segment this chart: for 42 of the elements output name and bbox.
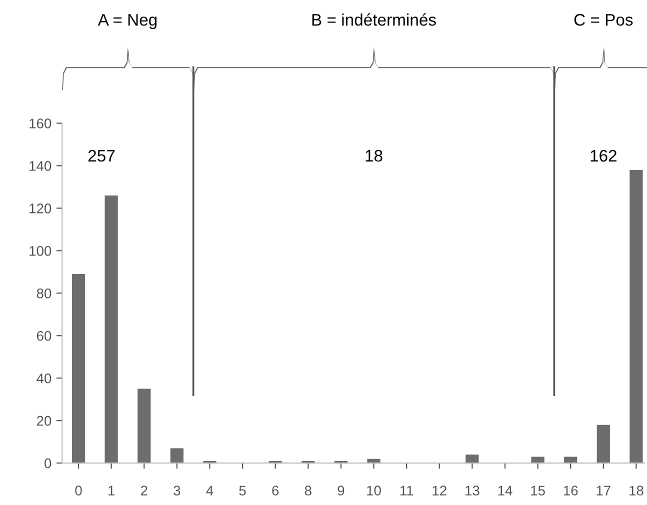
y-tick-label: 120	[30, 204, 52, 214]
x-tick-label: 16	[564, 486, 578, 496]
bar	[72, 274, 86, 464]
x-tick-label: 6	[272, 486, 279, 496]
bar	[104, 195, 118, 464]
x-tick-label: 8	[304, 486, 312, 496]
text: A = Neg	[98, 14, 157, 30]
y-tick-label: 60	[36, 330, 52, 341]
annotation: 257	[88, 150, 115, 162]
x-tick-label: 18	[630, 486, 644, 496]
x-tick-label: 4	[206, 486, 214, 496]
y-tick-label: 160	[30, 118, 52, 128]
annotation: 162	[590, 150, 616, 162]
y-tick-label: 80	[36, 288, 52, 298]
x-tick-label: 15	[531, 486, 545, 496]
x-tick-label: 5	[239, 486, 246, 496]
x-tick-label: 10	[367, 486, 381, 496]
bar	[138, 388, 151, 464]
x-tick-label: 1	[108, 486, 115, 496]
bar	[596, 424, 610, 464]
x-tick-label: 2	[140, 486, 148, 496]
x-tick-label: 9	[338, 486, 344, 496]
text: B = indéterminés	[312, 13, 436, 26]
bar	[531, 456, 544, 464]
x-tick-label: 14	[498, 486, 512, 496]
x-tick-label: 12	[432, 486, 446, 496]
x-tick-label: 3	[174, 486, 180, 496]
x-tick-label: 17	[596, 486, 610, 496]
x-tick-label: 0	[75, 486, 82, 496]
annotation: 18	[366, 150, 382, 162]
y-tick-label: 20	[36, 416, 52, 426]
bar	[170, 448, 184, 464]
bar	[630, 170, 643, 464]
text: C = Pos	[574, 14, 633, 26]
y-tick-label: 40	[36, 373, 52, 384]
x-tick-label: 11	[400, 486, 414, 496]
y-tick-label: 0	[44, 458, 52, 468]
x-tick-label: 13	[466, 486, 480, 496]
bar	[564, 456, 578, 464]
bar	[466, 454, 479, 464]
y-tick-label: 100	[30, 246, 52, 256]
y-tick-label: 140	[30, 161, 52, 171]
